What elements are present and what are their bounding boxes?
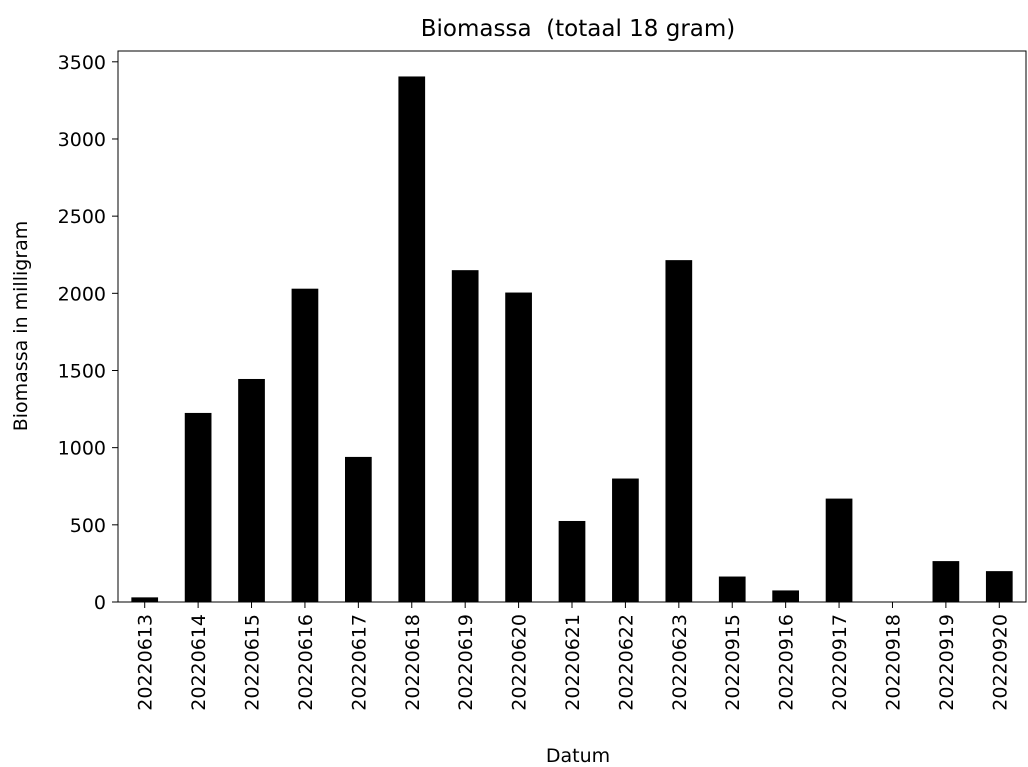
bar (665, 260, 693, 602)
x-tick-label: 20220919 (936, 614, 958, 711)
x-tick-label: 20220617 (348, 614, 370, 711)
x-tick-label: 20220620 (509, 614, 531, 711)
bar (238, 378, 265, 602)
bar (772, 590, 799, 602)
y-tick-label: 500 (70, 515, 106, 537)
bar (932, 561, 960, 602)
y-axis-label: Biomassa in milligram (10, 221, 32, 432)
x-tick-label: 20220917 (829, 614, 851, 711)
y-tick-label: 3500 (58, 52, 106, 74)
x-tick-label: 20220915 (722, 614, 744, 711)
x-axis-label: Datum (546, 745, 610, 767)
y-tick-label: 3000 (58, 129, 106, 151)
x-tick-label: 20220618 (402, 614, 424, 711)
bar (345, 456, 372, 602)
bar (985, 571, 1013, 602)
y-tick-label: 1000 (58, 438, 106, 460)
bar (612, 478, 639, 602)
bar (558, 520, 586, 602)
plot-frame (117, 50, 1027, 603)
x-tick-label: 20220614 (188, 614, 210, 711)
y-tick-label: 1500 (58, 360, 106, 382)
x-tick-label: 20220920 (989, 614, 1011, 711)
x-tick-label: 20220623 (669, 614, 691, 711)
y-tick-label: 2000 (58, 283, 106, 305)
bar (291, 288, 319, 602)
x-tick-label: 20220621 (562, 614, 584, 711)
x-tick-label: 20220613 (135, 614, 157, 711)
x-tick-label: 20220622 (615, 614, 637, 711)
x-tick-label: 20220615 (242, 614, 264, 711)
x-tick-label: 20220616 (295, 614, 317, 711)
bar (184, 412, 212, 602)
bar (131, 597, 159, 602)
bar (398, 76, 426, 603)
bar (825, 498, 853, 602)
bar (505, 292, 532, 602)
chart-title: Biomassa (totaal 18 gram) (421, 16, 736, 42)
y-tick-label: 2500 (58, 206, 106, 228)
x-tick-label: 20220619 (455, 614, 477, 711)
y-tick-label: 0 (94, 592, 106, 614)
bar (718, 576, 746, 602)
bar (451, 270, 479, 602)
x-tick-label: 20220918 (882, 614, 904, 711)
x-tick-label: 20220916 (776, 614, 798, 711)
